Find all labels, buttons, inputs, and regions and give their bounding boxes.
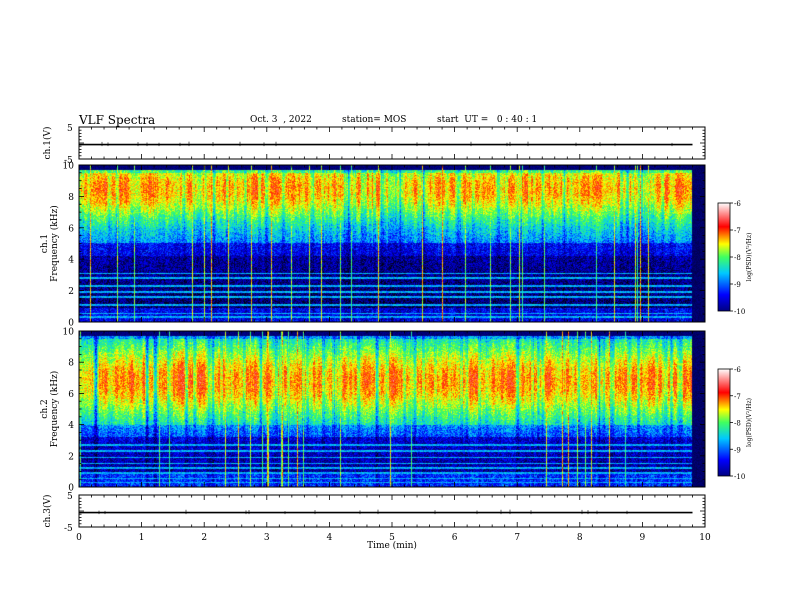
panel-frames xyxy=(78,126,733,528)
y-tick-label: 0 xyxy=(68,484,74,494)
spectrogram-1 xyxy=(79,165,705,322)
colorbar-tick-label: -7 xyxy=(734,227,741,235)
figure-title: VLF Spectra xyxy=(79,113,156,127)
x-tick-label: 4 xyxy=(327,533,333,543)
y-axis-label: Frequency (kHz) xyxy=(49,205,60,282)
station-label: station= MOS xyxy=(342,115,407,125)
colorbar-tick-label: -9 xyxy=(734,281,741,289)
y-tick-label: 10 xyxy=(63,328,75,338)
colorbar-label: log(PSD)(V²/Hz) xyxy=(746,398,753,447)
y-tick-label: 8 xyxy=(68,193,74,203)
y-axis-label: ch.2 xyxy=(40,399,50,418)
y-tick-label: 4 xyxy=(68,421,74,431)
colorbar-tick-label: -6 xyxy=(734,366,741,374)
x-tick-label: 6 xyxy=(452,533,458,543)
colorbar-label: log(PSD)(V²/Hz) xyxy=(746,233,753,282)
y-axis-label: ch.1 xyxy=(40,234,50,253)
colorbar-tick-label: -9 xyxy=(734,446,741,454)
colorbar-tick-label: -7 xyxy=(734,393,741,401)
y-tick-label: 2 xyxy=(68,287,74,297)
y-tick-label: 6 xyxy=(68,224,74,234)
y-tick-label: 10 xyxy=(63,162,75,172)
colorbar-tick-label: -6 xyxy=(734,200,741,208)
y-tick-label: 6 xyxy=(68,390,74,400)
colorbar-tick-label: -10 xyxy=(734,308,745,316)
spectrogram-images xyxy=(79,141,705,515)
spectrogram-2 xyxy=(79,331,705,487)
y-axis-label: ch.3(V) xyxy=(42,495,53,528)
colorbar-tick-label: -8 xyxy=(734,420,741,428)
x-tick-label: 2 xyxy=(201,533,207,543)
y-tick-label: 0 xyxy=(68,319,74,329)
x-tick-label: 1 xyxy=(139,533,145,543)
y-tick-label: 5 xyxy=(67,124,73,134)
date-label: Oct. 3 , 2022 xyxy=(250,115,312,125)
y-axis-label: Frequency (kHz) xyxy=(49,371,60,448)
y-tick-label: 8 xyxy=(68,359,74,369)
y-tick-label: -5 xyxy=(64,524,73,534)
colorbar-2 xyxy=(717,368,731,477)
start-time-label: start UT = 0 : 40 : 1 xyxy=(437,115,538,125)
x-tick-label: 10 xyxy=(699,533,711,543)
x-tick-label: 3 xyxy=(264,533,270,543)
x-tick-label: 7 xyxy=(514,533,520,543)
y-tick-label: -5 xyxy=(64,156,73,166)
colorbar-tick-label: -8 xyxy=(734,254,741,262)
x-tick-label: 9 xyxy=(640,533,646,543)
colorbar-1 xyxy=(717,202,731,312)
y-axis-label: ch.1(V) xyxy=(42,127,53,160)
x-axis-label: Time (min) xyxy=(367,540,417,551)
y-tick-label: 2 xyxy=(68,452,74,462)
y-tick-label: 5 xyxy=(67,492,73,502)
x-tick-label: 8 xyxy=(577,533,583,543)
colorbar-tick-label: -10 xyxy=(734,473,745,481)
x-tick-label: 5 xyxy=(389,533,395,543)
y-tick-label: 4 xyxy=(68,256,74,266)
x-tick-label: 0 xyxy=(76,533,82,543)
